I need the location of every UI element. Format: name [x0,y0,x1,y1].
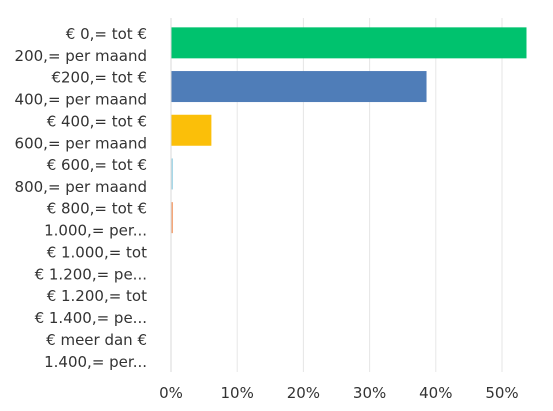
category-label: € 1.400,= pe... [35,309,147,327]
x-tick-label: 20% [287,384,320,402]
x-tick-label: 10% [221,384,254,402]
category-label: 800,= per maand [15,178,147,196]
bar[interactable] [171,202,173,234]
category-label: € 0,= tot € [66,25,147,43]
category-label: € 1.200,= pe... [35,265,147,283]
category-label: € 1.000,= tot [47,243,147,261]
category-label: € 400,= tot € [47,112,147,130]
category-label: 600,= per maand [15,134,147,152]
bar[interactable] [171,71,427,103]
x-tick-label: 30% [353,384,386,402]
x-tick-label: 0% [159,384,183,402]
x-tick-label: 50% [485,384,518,402]
category-label: € meer dan € [46,331,147,349]
category-label: € 600,= tot € [47,156,147,174]
category-label: €200,= tot € [51,69,147,87]
x-tick-labels: 0%10%20%30%40%50%6 [159,384,519,402]
category-label: 200,= per maand [15,47,147,65]
category-label: 400,= per maand [15,91,147,109]
bar[interactable] [171,158,173,190]
category-label: 1.400,= per... [44,353,147,371]
bar[interactable] [171,27,527,59]
category-label: € 1.200,= tot [47,287,147,305]
category-label: € 800,= tot € [47,200,147,218]
x-tick-label: 40% [419,384,452,402]
bar[interactable] [171,114,212,146]
category-label: 1.000,= per... [44,222,147,240]
category-labels: € 0,= tot € 200,= per maand €200,= tot € 40… [15,25,148,371]
bars [171,27,527,234]
